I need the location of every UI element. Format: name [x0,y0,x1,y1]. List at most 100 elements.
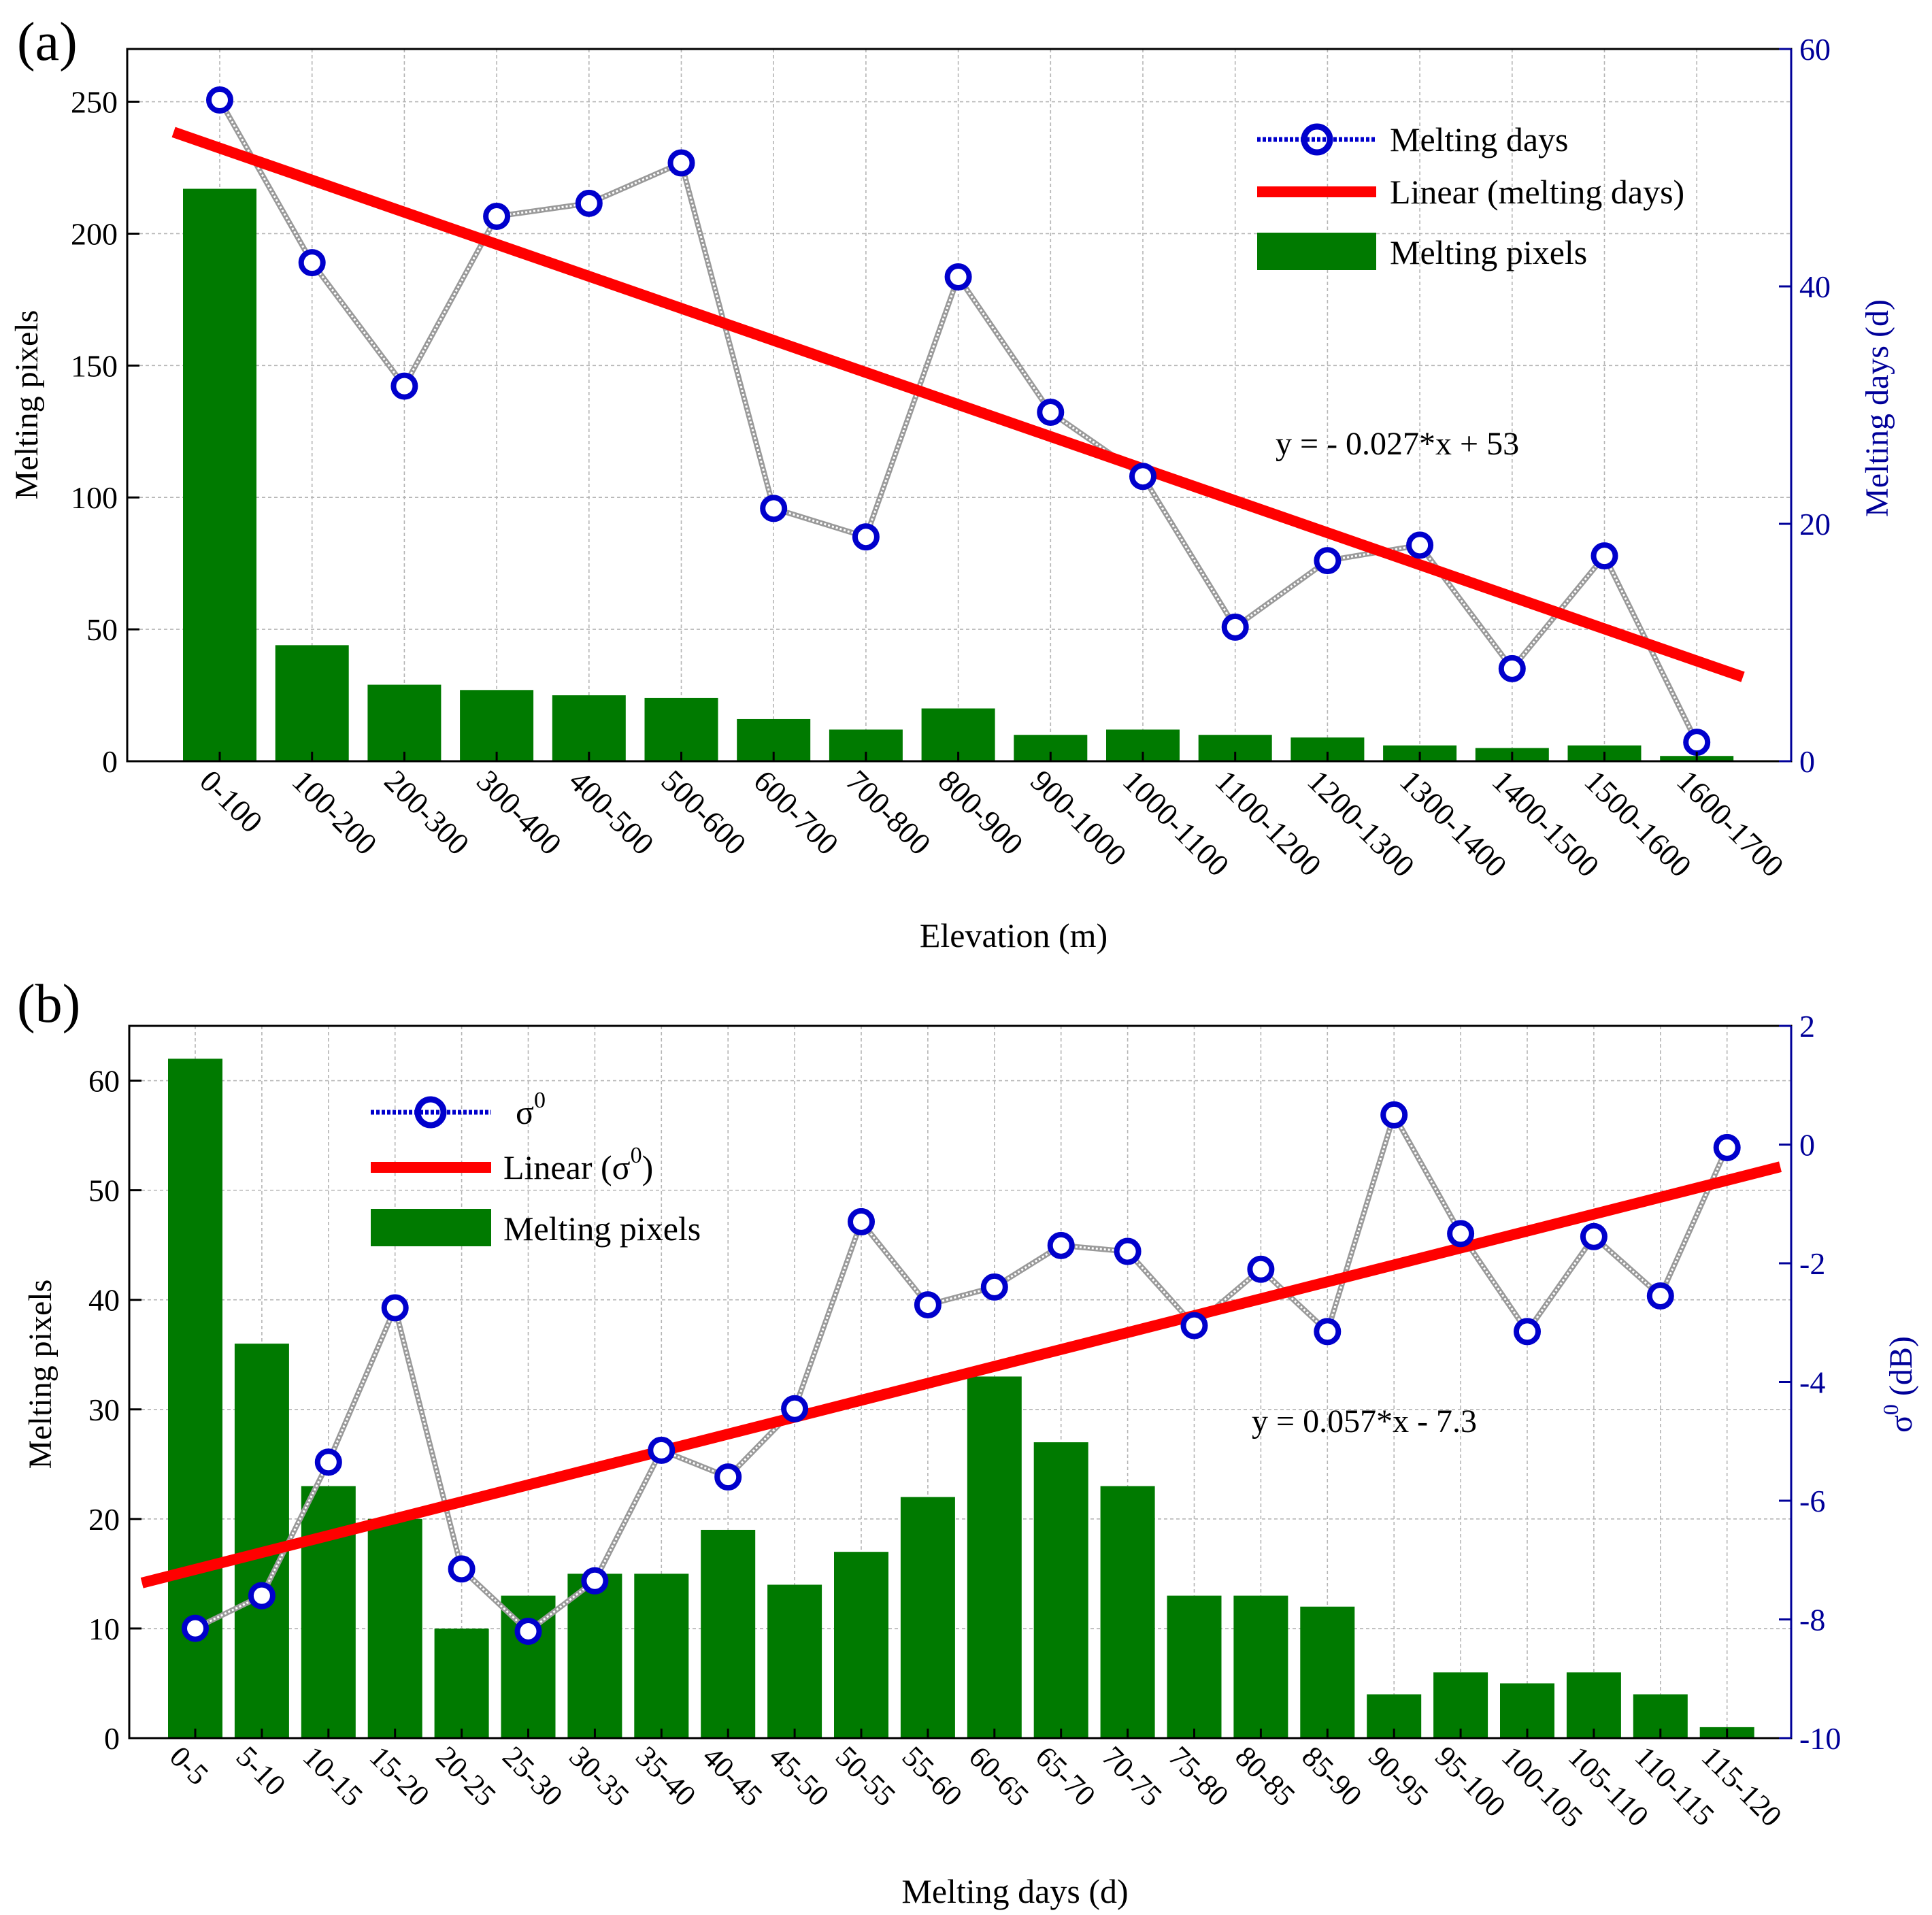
panel-b-left-ticks: 0 10 20 30 40 50 60 [88,1064,141,1756]
data-marker [1129,463,1156,490]
bar [1300,1606,1355,1738]
bar [460,690,534,761]
data-marker [667,149,695,177]
panel-b-y2label: σ0 (dB) [1878,1336,1919,1433]
right-tick-label: 40 [1799,269,1831,304]
legend-pixels-label: Melting pixels [1390,233,1587,271]
left-tick-label: 250 [71,85,118,120]
panel-b-equation: y = 0.057*x - 7.3 [1252,1403,1477,1439]
trend-line [171,127,1745,682]
data-marker [1380,1101,1408,1129]
bar [367,1518,422,1738]
panel-b-trend-line [140,1161,1782,1588]
panel-b-label: (b) [17,974,80,1034]
data-marker [760,495,788,522]
data-marker [1037,398,1065,426]
data-marker [1047,1231,1075,1259]
bar [701,1529,756,1738]
panel-a-ylabel: Melting pixels [9,310,45,500]
right-tick-label: -10 [1799,1721,1841,1756]
legend-pixels-swatch-b [371,1209,491,1246]
data-marker [1314,547,1342,575]
right-tick-label: 0 [1799,744,1815,779]
panel-a-right-ticks: 0 20 40 60 [1779,32,1831,779]
left-tick-label: 0 [104,1721,120,1756]
right-tick-label: 2 [1799,1009,1815,1044]
data-marker [514,1617,542,1645]
left-tick-label: 200 [71,216,118,251]
bar [567,1573,622,1738]
data-marker [381,1294,409,1322]
left-tick-label: 10 [88,1612,120,1646]
left-tick-label: 40 [88,1283,120,1318]
bar [183,188,256,761]
panel-b-xlabel: Melting days (d) [901,1872,1128,1910]
right-tick-label: 60 [1799,32,1831,67]
bar [967,1376,1022,1738]
bar [834,1552,888,1738]
legend-linear-sigma-label: Linear (σ0) [503,1143,653,1186]
right-tick-label: 20 [1799,507,1831,542]
data-marker [1180,1312,1208,1339]
data-marker [1447,1220,1475,1248]
data-marker [1646,1282,1674,1310]
left-tick-label: 100 [71,480,118,515]
panel-a-trend-line [171,127,1745,682]
bar [301,1486,356,1738]
bar [1433,1672,1488,1738]
right-tick-label: -6 [1799,1484,1825,1518]
bar [234,1344,289,1738]
data-marker [1406,531,1434,559]
legend-linear-label: Linear (melting days) [1390,173,1684,211]
panel-a-legend: Melting days Linear (melting days) Melti… [1257,120,1684,271]
data-marker [944,263,972,291]
data-marker [1247,1255,1275,1283]
data-marker [248,1582,276,1610]
data-marker [1590,542,1618,570]
data-marker [648,1436,676,1464]
data-marker [1114,1237,1142,1265]
data-marker [1514,1318,1541,1346]
panel-a-left-ticks: 0 50 100 150 200 250 [71,85,139,779]
data-marker [1580,1222,1608,1250]
data-marker [852,523,880,551]
data-marker [483,203,511,231]
bar [367,684,442,761]
right-tick-label: -2 [1799,1246,1825,1281]
panel-a-xlabel: Elevation (m) [920,916,1107,954]
left-tick-label: 50 [86,612,118,647]
left-tick-label: 50 [88,1173,120,1208]
bar [1100,1486,1155,1738]
legend-melting-days-marker [1301,123,1333,156]
panel-a-label: (a) [17,12,78,72]
panel-a-markers [206,86,1711,756]
legend-sigma-label: σ0 [516,1088,546,1131]
data-marker [314,1448,342,1476]
data-marker [448,1555,476,1583]
bar [767,1584,822,1738]
data-marker [1713,1133,1741,1161]
data-marker [1314,1318,1342,1346]
bar [1566,1672,1621,1738]
bar [275,645,349,761]
data-marker [980,1273,1008,1301]
legend-pixels-label-b: Melting pixels [503,1210,701,1248]
y2label-sup: 0 [1878,1404,1903,1415]
right-tick-label: 0 [1799,1128,1815,1163]
data-marker [1221,613,1249,641]
panel-b-ylabel: Melting pixels [22,1280,59,1469]
data-marker [206,86,233,114]
data-marker [714,1463,742,1491]
data-marker [1683,729,1711,756]
y2label-sigma: σ [1883,1415,1919,1433]
legend-sigma-marker [414,1096,447,1129]
data-marker [575,189,603,217]
panel-b-bars [168,1059,1754,1738]
svg-text:σ0 (dB): σ0 (dB) [1878,1336,1919,1433]
left-tick-label: 0 [102,744,118,779]
bar [1033,1442,1088,1738]
left-tick-label: 30 [88,1393,120,1427]
data-marker [182,1614,209,1642]
panel-b-legend: σ0 Linear (σ0) Melting pixels [371,1088,701,1248]
